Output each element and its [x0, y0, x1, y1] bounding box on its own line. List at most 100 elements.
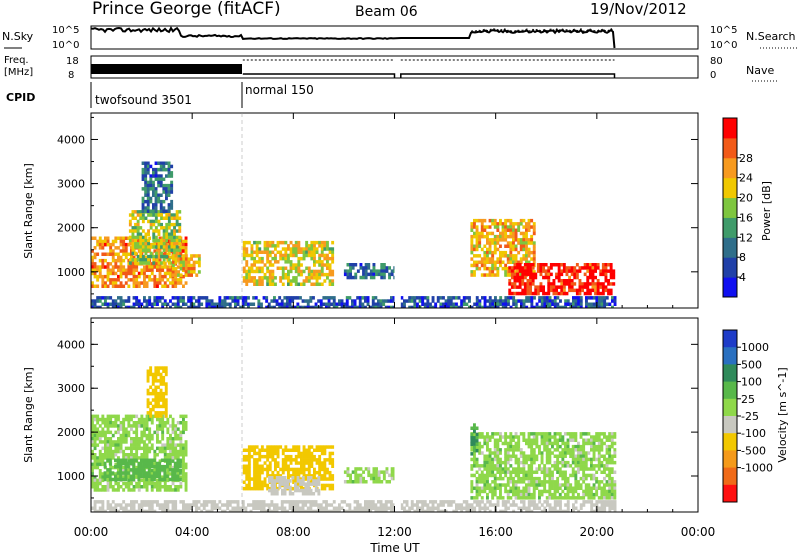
heatmap-cell	[531, 266, 535, 270]
heatmap-cell	[122, 239, 126, 244]
heatmap-cell	[157, 167, 161, 172]
heatmap-cell	[127, 446, 131, 451]
heatmap-cell	[171, 443, 175, 447]
heatmap-cell	[310, 247, 314, 251]
heatmap-cell	[157, 366, 160, 370]
heatmap-cell	[149, 254, 153, 259]
heatmap-cell	[163, 302, 167, 306]
heatmap-cell	[603, 483, 606, 487]
heatmap-cell	[179, 464, 182, 469]
heatmap-cell	[169, 274, 172, 279]
heatmap-cell	[151, 398, 155, 402]
heatmap-cell	[604, 269, 608, 273]
heatmap-cell	[590, 476, 593, 481]
heatmap-cell	[585, 305, 588, 308]
heatmap-cell	[320, 477, 324, 481]
heatmap-cell	[506, 444, 510, 449]
heatmap-cell	[249, 503, 253, 507]
heatmap-cell	[278, 296, 282, 300]
heatmap-cell	[141, 177, 145, 181]
heatmap-cell	[488, 460, 492, 465]
heatmap-cell	[137, 305, 141, 308]
heatmap-cell	[122, 246, 126, 250]
heatmap-cell	[119, 262, 123, 266]
heatmap-cell	[150, 443, 154, 447]
heatmap-cell	[530, 480, 534, 484]
heatmap-cell	[170, 164, 174, 169]
heatmap-cell	[153, 430, 157, 435]
heatmap-cell	[486, 231, 489, 236]
heatmap-cell	[573, 275, 577, 280]
heatmap-cell	[153, 453, 157, 457]
heatmap-cell	[122, 469, 126, 473]
heatmap-cell	[289, 269, 293, 274]
heatmap-cell	[146, 398, 150, 402]
heatmap-cell	[586, 285, 590, 289]
heatmap-cell	[93, 424, 97, 428]
heatmap-cell	[247, 464, 251, 468]
heatmap-cell	[294, 448, 298, 452]
heatmap-cell	[597, 480, 601, 484]
heatmap-cell	[297, 244, 301, 248]
heatmap-cell	[156, 424, 159, 428]
heatmap-cell	[111, 500, 115, 504]
heatmap-cell	[255, 445, 259, 449]
heatmap-cell	[189, 305, 193, 308]
heatmap-cell	[141, 174, 145, 178]
heatmap-cell	[548, 470, 552, 474]
heatmap-cell	[499, 260, 502, 264]
heatmap-cell	[158, 258, 162, 263]
heatmap-cell	[439, 302, 443, 306]
heatmap-cell	[96, 437, 100, 441]
heatmap-cell	[134, 242, 137, 246]
heatmap-cell	[320, 272, 324, 277]
heatmap-cell	[294, 477, 298, 481]
heatmap-cell	[184, 239, 188, 244]
heatmap-cell	[301, 492, 305, 496]
heatmap-cell	[171, 437, 175, 441]
heatmap-cell	[429, 302, 432, 306]
heatmap-cell	[536, 288, 540, 293]
heatmap-cell	[556, 486, 560, 490]
heatmap-cell	[517, 250, 521, 255]
heatmap-cell	[328, 454, 332, 459]
heatmap-cell	[506, 218, 510, 223]
heatmap-cell	[509, 225, 513, 229]
heatmap-cell	[182, 472, 185, 476]
heatmap-cell	[281, 276, 285, 280]
heatmap-cell	[281, 448, 285, 452]
heatmap-cell	[160, 216, 163, 220]
heatmap-cell	[532, 489, 536, 494]
heatmap-cell	[566, 480, 570, 484]
heatmap-cell	[574, 476, 578, 481]
heatmap-cell	[301, 299, 305, 303]
heatmap-cell	[124, 433, 128, 438]
heatmap-cell	[465, 302, 469, 306]
heatmap-cell	[250, 279, 254, 283]
heatmap-cell	[496, 238, 500, 242]
heatmap-cell	[318, 263, 322, 267]
heatmap-cell	[127, 488, 131, 492]
heatmap-cell	[268, 454, 272, 459]
heatmap-cell	[176, 305, 180, 308]
heatmap-cell	[584, 460, 588, 465]
heatmap-cell	[253, 256, 256, 261]
heatmap-cell	[488, 270, 492, 274]
heatmap-cell	[305, 240, 309, 245]
heatmap-cell	[130, 427, 133, 431]
heatmap-cell	[473, 273, 476, 277]
heatmap-cell	[512, 302, 516, 306]
heatmap-cell	[491, 305, 495, 308]
heatmap-cell	[184, 478, 188, 483]
heatmap-cell	[158, 440, 162, 444]
heatmap-cell	[140, 464, 143, 469]
heatmap-cell	[475, 305, 479, 308]
heatmap-cell	[140, 421, 144, 425]
heatmap-cell	[268, 464, 272, 468]
heatmap-cell	[323, 253, 327, 258]
heatmap-cell	[595, 296, 599, 300]
heatmap-cell	[104, 456, 107, 460]
heatmap-cell	[521, 282, 525, 286]
heatmap-cell	[592, 435, 596, 439]
heatmap-cell	[488, 247, 492, 252]
